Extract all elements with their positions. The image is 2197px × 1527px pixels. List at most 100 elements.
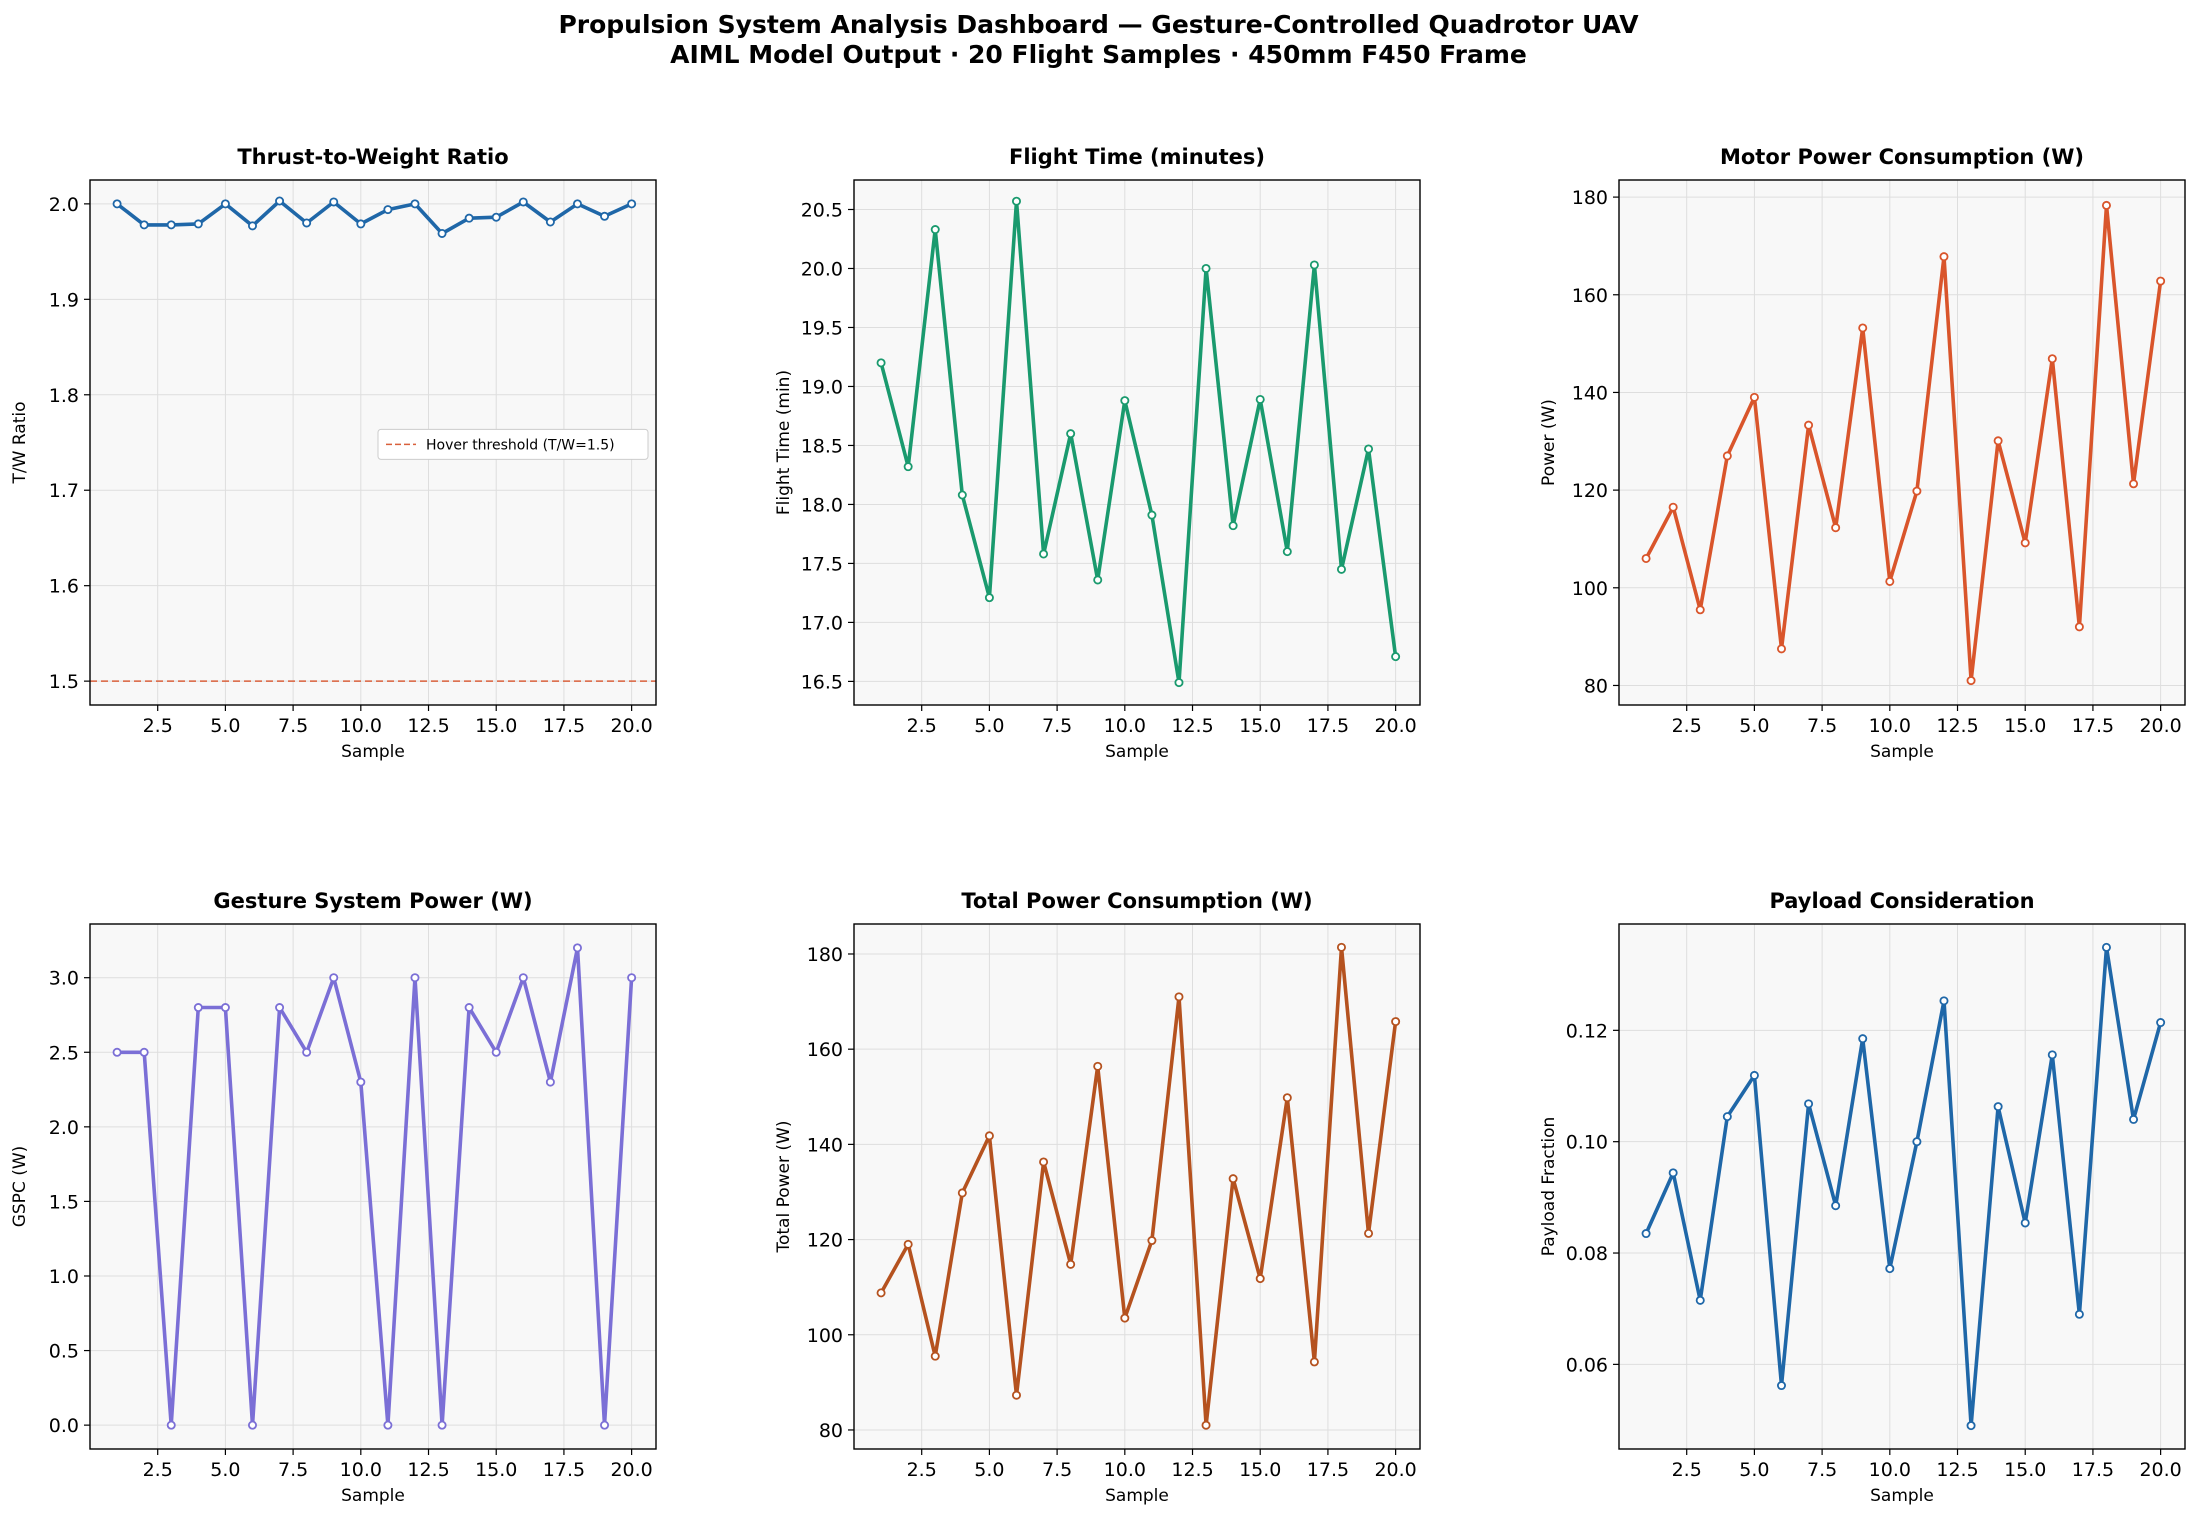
axes-frame xyxy=(1618,923,2186,1450)
x-tick-label: 15.0 xyxy=(475,715,517,737)
x-tick-label: 7.5 xyxy=(278,1459,308,1481)
data-point xyxy=(1228,521,1238,531)
data-point xyxy=(1039,549,1049,559)
y-tick-label: 1.8 xyxy=(49,385,79,407)
data-point xyxy=(139,1047,149,1057)
x-tick-label: 2.5 xyxy=(143,715,173,737)
data-point xyxy=(1993,436,2003,446)
data-point xyxy=(1066,1259,1076,1269)
legend-box xyxy=(377,428,649,460)
data-point xyxy=(1039,1157,1049,1167)
y-tick-label: 0.5 xyxy=(49,1341,79,1363)
data-point xyxy=(1282,1093,1292,1103)
chart-panel-3: 2.5 5.0 7.5 10.0 12.5 15.0 17.5 20.0 80 100 120 140… xyxy=(1539,145,2186,762)
data-point xyxy=(166,1420,176,1430)
data-point xyxy=(1776,644,1786,654)
x-tick-label: 2.5 xyxy=(143,1459,173,1481)
data-point xyxy=(491,212,501,222)
y-tick-label: 20.0 xyxy=(801,258,843,280)
y-tick-label: 17.0 xyxy=(801,612,843,634)
y-tick-label: 160 xyxy=(807,1039,843,1061)
data-point xyxy=(518,197,528,207)
x-tick-label: 10.0 xyxy=(1104,715,1146,737)
data-point xyxy=(518,973,528,983)
axes-frame xyxy=(853,179,1421,706)
y-tick-label: 0.0 xyxy=(49,1415,79,1437)
y-axis-label: T/W Ratio xyxy=(10,402,30,485)
x-tick-label: 20.0 xyxy=(1374,1459,1416,1481)
data-point xyxy=(383,1420,393,1430)
y-tick-label: 160 xyxy=(1572,285,1608,307)
y-tick-label: 1.6 xyxy=(49,576,79,598)
y-tick-label: 2.0 xyxy=(49,194,79,216)
data-point xyxy=(2074,1309,2084,1319)
x-tick-label: 15.0 xyxy=(2004,1459,2046,1481)
data-point xyxy=(247,1420,257,1430)
data-point xyxy=(1993,1102,2003,1112)
x-tick-label: 10.0 xyxy=(1869,715,1911,737)
data-point xyxy=(1722,451,1732,461)
series-line xyxy=(1644,945,2163,1428)
x-tick-label: 12.5 xyxy=(1171,1459,1213,1481)
data-point xyxy=(2047,1050,2057,1060)
x-tick-label: 2.5 xyxy=(1672,715,1702,737)
data-point xyxy=(1309,260,1319,270)
data-point xyxy=(1282,547,1292,557)
y-tick-label: 180 xyxy=(807,944,843,966)
x-tick-label: 20.0 xyxy=(610,715,652,737)
data-point xyxy=(1912,486,1922,496)
data-point xyxy=(1093,1061,1103,1071)
chart-panel-6: 2.5 5.0 7.5 10.0 12.5 15.0 17.5 20.0 0.06 0.08 0.1… xyxy=(1539,889,2186,1506)
y-axis-label: Payload Fraction xyxy=(1539,1117,1559,1257)
data-point xyxy=(2047,354,2057,364)
y-tick-label: 0.06 xyxy=(1566,1354,1608,1376)
y-axis-label: Total Power (W) xyxy=(774,1121,794,1254)
data-point xyxy=(1174,992,1184,1002)
series-line xyxy=(879,945,1398,1427)
data-point xyxy=(220,199,230,209)
data-point xyxy=(1174,678,1184,688)
data-point xyxy=(1093,575,1103,585)
y-tick-label: 2.5 xyxy=(49,1042,79,1064)
data-point xyxy=(1120,1313,1130,1323)
x-axis-label: Sample xyxy=(1870,742,1934,762)
plot-area xyxy=(90,924,656,1449)
y-tick-label: 2.0 xyxy=(49,1117,79,1139)
data-point xyxy=(545,1077,555,1087)
data-point xyxy=(166,220,176,230)
y-tick-label: 0.10 xyxy=(1566,1132,1608,1154)
data-point xyxy=(1831,523,1841,533)
data-point xyxy=(957,490,967,500)
data-point xyxy=(984,593,994,603)
x-tick-label: 7.5 xyxy=(1807,1459,1837,1481)
y-tick-label: 140 xyxy=(1572,382,1608,404)
x-tick-label: 10.0 xyxy=(340,715,382,737)
legend: Hover threshold (T/W=1.5) xyxy=(377,428,649,460)
y-tick-label: 100 xyxy=(807,1325,843,1347)
x-axis-label: Sample xyxy=(1105,742,1169,762)
y-tick-label: 0.08 xyxy=(1566,1243,1608,1265)
x-tick-label: 17.5 xyxy=(2072,715,2114,737)
data-point xyxy=(930,1351,940,1361)
y-axis-label: GSPC (W) xyxy=(10,1146,30,1228)
y-tick-label: 1.9 xyxy=(49,289,79,311)
data-point xyxy=(491,1047,501,1057)
y-tick-label: 19.0 xyxy=(801,376,843,398)
y-axis-label: Flight Time (min) xyxy=(774,370,794,515)
data-point xyxy=(2156,1018,2166,1028)
chart-title: Motor Power Consumption (W) xyxy=(1720,145,2084,169)
chart-title: Thrust-to-Weight Ratio xyxy=(237,145,508,169)
plot-area xyxy=(854,924,1420,1449)
data-point xyxy=(1858,323,1868,333)
y-tick-label: 100 xyxy=(1572,578,1608,600)
axes-frame xyxy=(89,179,657,706)
data-point xyxy=(247,221,257,231)
chart-panel-1: 2.5 5.0 7.5 10.0 12.5 15.0 17.5 20.0 1.5 1.6 1.7 1.… xyxy=(10,145,657,762)
data-point xyxy=(1668,1168,1678,1178)
data-point xyxy=(2074,622,2084,632)
y-tick-label: 1.7 xyxy=(49,480,79,502)
data-point xyxy=(356,1077,366,1087)
data-point xyxy=(329,197,339,207)
